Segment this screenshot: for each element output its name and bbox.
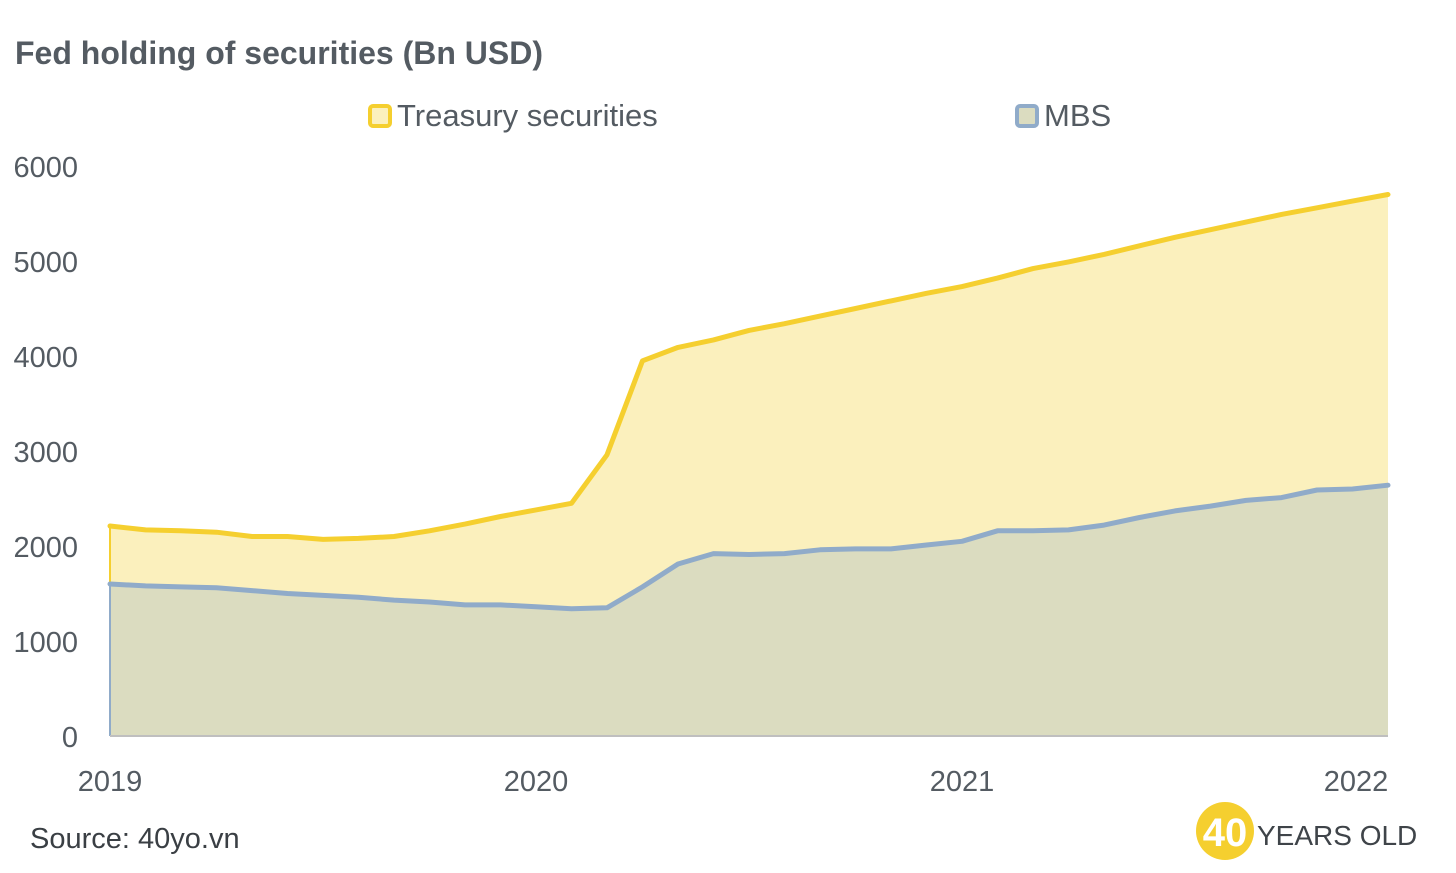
legend-swatch-treasury xyxy=(368,104,392,128)
y-tick-label: 4000 xyxy=(13,342,78,374)
x-tick-label: 2019 xyxy=(78,766,143,798)
legend-item-mbs: MBS xyxy=(1015,98,1111,133)
x-axis-ticks: 2019 2020 2021 2022 xyxy=(78,766,1389,798)
plot-area xyxy=(107,192,1391,737)
legend-swatch-mbs xyxy=(1015,104,1039,128)
source-note: Source: 40yo.vn xyxy=(30,823,240,855)
brand-logo: 40 YEARS OLD xyxy=(1196,802,1417,860)
series-line-mbs xyxy=(107,482,1391,612)
brand-text: YEARS OLD xyxy=(1257,820,1417,851)
legend-item-treasury: Treasury securities xyxy=(368,98,658,133)
y-tick-label: 3000 xyxy=(13,437,78,469)
y-tick-label: 5000 xyxy=(13,247,78,279)
x-tick-label: 2022 xyxy=(1324,766,1389,798)
legend-label-mbs: MBS xyxy=(1044,98,1111,133)
y-tick-label: 1000 xyxy=(13,627,78,659)
y-tick-label: 0 xyxy=(62,722,78,754)
y-axis-ticks: 0 1000 2000 3000 4000 5000 6000 xyxy=(13,152,78,754)
y-tick-label: 2000 xyxy=(13,532,78,564)
chart-title: Fed holding of securities (Bn USD) xyxy=(15,35,543,71)
y-tick-label: 6000 xyxy=(13,152,78,184)
x-tick-label: 2020 xyxy=(504,766,569,798)
x-tick-label: 2021 xyxy=(930,766,995,798)
legend: Treasury securities MBS xyxy=(368,98,1111,133)
brand-badge xyxy=(1196,802,1254,860)
legend-label-treasury: Treasury securities xyxy=(397,98,658,133)
series-line-treasury xyxy=(107,192,1391,542)
area-fill-mbs xyxy=(110,485,1388,736)
brand-badge-number: 40 xyxy=(1203,811,1248,855)
